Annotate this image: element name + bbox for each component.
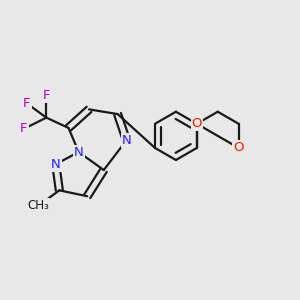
Text: F: F xyxy=(23,97,31,110)
Text: O: O xyxy=(233,141,244,154)
Text: N: N xyxy=(74,146,84,159)
Text: F: F xyxy=(20,122,28,135)
Text: N: N xyxy=(122,134,131,147)
Text: O: O xyxy=(192,117,202,130)
Text: F: F xyxy=(43,89,50,102)
Text: CH₃: CH₃ xyxy=(27,200,49,212)
Text: N: N xyxy=(51,158,61,171)
